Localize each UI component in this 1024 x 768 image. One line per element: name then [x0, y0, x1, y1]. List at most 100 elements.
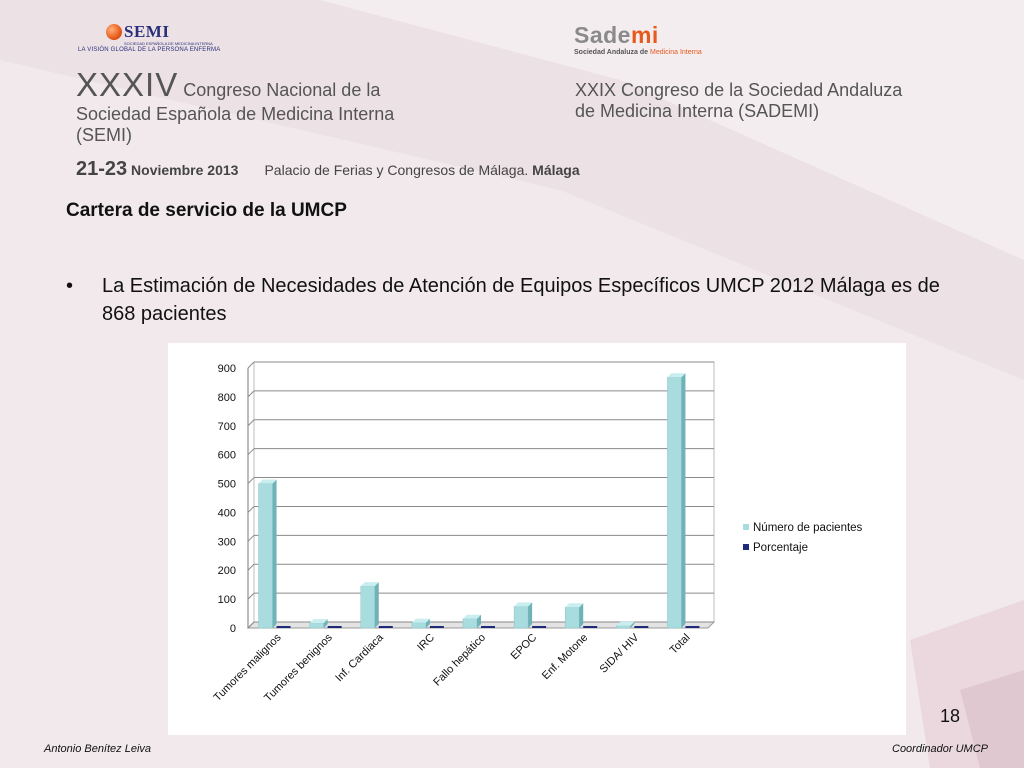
congress-month: Noviembre 2013: [127, 162, 239, 178]
gridline-diagonal: [247, 534, 255, 542]
sademi-tagline-a: Sociedad Andaluza de: [574, 49, 650, 56]
bar-numero-pacientes-side: [528, 602, 533, 628]
semi-logo-ball-icon: [106, 24, 122, 40]
semi-tagline: LA VISIÓN GLOBAL DE LA PERSONA ENFERMA: [78, 47, 221, 53]
x-category-label: Enf. Motone: [540, 632, 590, 682]
sademi-tagline: Sociedad Andaluza de Medicina Interna: [574, 49, 702, 56]
gridline-diagonal: [247, 621, 255, 629]
bar-numero-pacientes-top: [667, 373, 686, 378]
bar-numero-pacientes-side: [681, 373, 686, 628]
semi-logo-small: SOCIEDAD ESPAÑOLA DE MEDICINA INTERNA: [124, 41, 213, 46]
x-category-label: EPOC: [509, 632, 540, 663]
congress-title-left: XXXIV Congreso Nacional de la Sociedad E…: [76, 66, 516, 146]
footer-role: Coordinador UMCP: [892, 743, 988, 755]
gridline-diagonal: [247, 477, 255, 484]
chart-container: 0 100 200 300 400 500 600 700 800 900 Tumores mali…: [168, 343, 906, 735]
bar-numero-pacientes-top: [360, 582, 379, 587]
slide-title: Cartera de servicio de la UMCP: [66, 200, 347, 221]
y-tick-label: 200: [218, 565, 236, 577]
bar-numero-pacientes: [258, 483, 273, 629]
gridline-diagonal: [247, 506, 255, 513]
bar-porcentaje: [276, 626, 291, 628]
y-tick-label: 500: [218, 479, 236, 491]
bar-numero-pacientes: [411, 622, 427, 629]
x-category-label: SIDA/ HIV: [598, 631, 642, 675]
y-tick-label: 300: [218, 536, 236, 548]
bar-numero-pacientes: [462, 618, 478, 629]
y-tick-label: 700: [218, 421, 236, 433]
x-category-label: Fallo hepático: [431, 632, 488, 689]
x-category-label: IRC: [415, 632, 437, 654]
congress-city: Málaga: [528, 162, 580, 178]
bar-numero-pacientes: [309, 622, 324, 629]
sademi-logo-text-a: Sade: [574, 22, 631, 48]
bar-numero-pacientes-side: [272, 479, 277, 628]
semi-logo-text: SEMI: [124, 22, 170, 41]
congress-right-line2: de Medicina Interna (SADEMI): [575, 101, 820, 121]
congress-roman-numeral: XXXIV: [76, 66, 179, 103]
bar-numero-pacientes-top: [565, 603, 584, 608]
page-number: 18: [940, 706, 961, 726]
bullet-text: La Estimación de Necesidades de Atención…: [102, 275, 940, 325]
bar-porcentaje: [634, 626, 649, 628]
bar-numero-pacientes-top: [616, 621, 635, 626]
bar-numero-pacientes-side: [579, 603, 584, 628]
x-category-label: Total: [668, 632, 693, 657]
gridline-diagonal: [247, 419, 255, 427]
gridline-diagonal: [247, 592, 255, 600]
congress-title-right: XXIX Congreso de la Sociedad Andaluza de…: [575, 80, 995, 122]
bar-numero-pacientes: [360, 585, 376, 629]
congress-left-line2: Sociedad Española de Medicina Interna: [76, 104, 395, 124]
bar-numero-pacientes-top: [463, 614, 481, 619]
bar-porcentaje: [532, 626, 547, 628]
bar-numero-pacientes-side: [477, 614, 481, 628]
bar-porcentaje: [583, 626, 598, 628]
bar-numero-pacientes-side: [630, 621, 635, 628]
bar-porcentaje: [378, 626, 393, 628]
bar-numero-pacientes-top: [411, 618, 430, 623]
bar-porcentaje: [685, 626, 700, 628]
bar-porcentaje: [481, 626, 495, 628]
y-tick-label: 600: [218, 450, 236, 462]
y-tick-label: 900: [218, 363, 236, 375]
semi-logo: SEMI SOCIEDAD ESPAÑOLA DE MEDICINA INTER…: [76, 22, 220, 58]
bar-numero-pacientes-side: [323, 619, 328, 628]
bar-numero-pacientes: [513, 606, 529, 629]
sademi-logo-text: Sademi: [574, 22, 659, 49]
bar-numero-pacientes-top: [258, 479, 277, 484]
congress-left-line3: (SEMI): [76, 125, 132, 145]
y-tick-label: 800: [218, 392, 236, 404]
sademi-logo: Sademi Sociedad Andaluza de Medicina Int…: [574, 22, 734, 62]
bar-numero-pacientes-top: [514, 602, 533, 607]
sademi-tagline-b: Medicina Interna: [649, 49, 702, 56]
y-tick-label: 0: [230, 623, 236, 635]
bar-numero-pacientes-side: [425, 618, 430, 628]
gridline-diagonal: [247, 563, 255, 571]
plot-back-wall: [253, 361, 715, 623]
bar-numero-pacientes-top: [309, 619, 328, 624]
legend-swatch: [743, 544, 749, 550]
legend-label: Porcentaje: [753, 542, 808, 554]
gridline-diagonal: [247, 448, 255, 456]
bar-porcentaje: [327, 626, 342, 628]
bullet-dot: •: [66, 275, 74, 297]
gridline-diagonal: [247, 361, 255, 369]
sademi-logo-text-b: mi: [630, 22, 659, 48]
congress-days: 21-23: [76, 158, 128, 180]
congress-date-venue: 21-23 Noviembre 2013 Palacio de Ferias y …: [76, 158, 580, 181]
congress-venue: Palacio de Ferias y Congresos de Málaga.: [264, 162, 529, 178]
legend-label: Número de pacientes: [753, 522, 863, 534]
footer-author: Antonio Benítez Leiva: [44, 743, 152, 755]
gridline-diagonal: [247, 390, 255, 398]
bar-numero-pacientes: [564, 606, 580, 629]
bar-numero-pacientes: [667, 376, 682, 629]
bar-porcentaje: [429, 626, 444, 628]
legend-swatch: [743, 524, 749, 530]
x-category-label: Inf. Cardiaca: [333, 631, 386, 684]
y-tick-label: 100: [218, 594, 236, 606]
y-tick-label: 400: [218, 507, 236, 519]
bar-numero-pacientes: [616, 625, 631, 629]
bar-numero-pacientes-side: [374, 582, 379, 628]
